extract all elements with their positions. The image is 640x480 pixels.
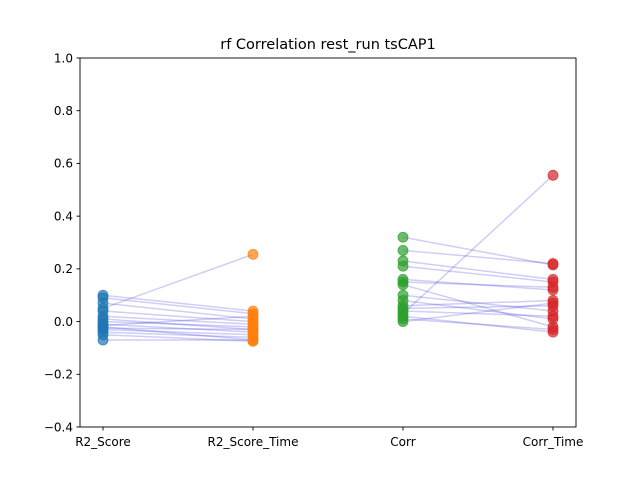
- data-points: [97, 169, 559, 347]
- pair-line: [402, 283, 554, 328]
- data-point-r2-score-time: [247, 248, 259, 260]
- y-tick-label: 0.6: [54, 157, 73, 171]
- pair-line: [102, 323, 254, 333]
- chart-title: rf Correlation rest_run tsCAP1: [220, 37, 436, 53]
- data-point-corr-time: [547, 169, 559, 181]
- data-point-corr-time: [547, 281, 559, 293]
- pair-line: [102, 315, 254, 325]
- pair-line: [402, 302, 554, 323]
- pair-line: [402, 281, 554, 289]
- data-point-corr: [397, 310, 409, 322]
- x-tick-label: Corr_Time: [523, 435, 584, 449]
- data-point-corr-time: [547, 297, 559, 309]
- pair-line: [102, 302, 254, 320]
- pair-line: [402, 260, 554, 281]
- pair-line: [102, 294, 254, 312]
- pair-line: [402, 249, 554, 265]
- y-tick-label: 0.2: [54, 262, 73, 276]
- data-point-r2-score-time: [247, 334, 259, 346]
- y-tick-label: −0.2: [44, 368, 73, 382]
- data-point-corr: [397, 260, 409, 272]
- pair-line: [102, 315, 254, 327]
- pair-line: [402, 315, 554, 333]
- data-point-r2-score-time: [247, 324, 259, 335]
- pair-line: [402, 305, 554, 310]
- pair-line: [102, 253, 254, 310]
- pair-line: [402, 278, 554, 291]
- data-point-r2-score-time: [247, 310, 259, 322]
- pair-line: [402, 299, 554, 320]
- pair-line: [102, 297, 254, 315]
- pair-line: [102, 331, 254, 339]
- pair-line: [102, 326, 254, 341]
- y-tick-label: 0.4: [54, 209, 73, 223]
- pair-line: [402, 310, 554, 318]
- data-point-r2-score: [97, 334, 109, 346]
- data-point-corr-time: [547, 258, 559, 269]
- pair-line: [102, 310, 254, 323]
- data-point-r2-score: [97, 322, 109, 334]
- pair-line: [102, 334, 254, 343]
- pair-line: [402, 236, 554, 266]
- plot-area-frame: [79, 57, 577, 428]
- pair-line: [402, 294, 554, 312]
- pair-line: [402, 174, 554, 315]
- x-axis: R2_Score R2_Score_Time Corr Corr_Time: [75, 427, 583, 449]
- data-point-corr-time: [547, 310, 559, 322]
- x-tick-label: Corr: [390, 435, 415, 449]
- y-tick-label: −0.4: [44, 420, 73, 434]
- x-tick-label: R2_Score_Time: [208, 435, 299, 449]
- y-tick-label: 0.0: [54, 315, 73, 329]
- x-tick-label: R2_Score: [75, 435, 131, 449]
- pair-line: [402, 265, 554, 283]
- connecting-lines: [102, 174, 554, 343]
- y-axis: −0.4 −0.2 0.0 0.2 0.4 0.6 0.8 1.0: [44, 51, 80, 434]
- y-tick-label: 1.0: [54, 51, 73, 65]
- data-point-corr: [397, 245, 409, 256]
- pair-line: [102, 328, 254, 336]
- pair-line: [102, 318, 254, 331]
- pair-line: [402, 299, 554, 307]
- data-point-corr-time: [547, 326, 559, 338]
- data-point-corr: [397, 231, 409, 243]
- pair-line: [102, 320, 254, 328]
- pair-line: [102, 327, 254, 331]
- data-point-corr: [397, 279, 409, 291]
- pair-line: [402, 318, 554, 331]
- y-tick-label: 0.8: [54, 104, 73, 118]
